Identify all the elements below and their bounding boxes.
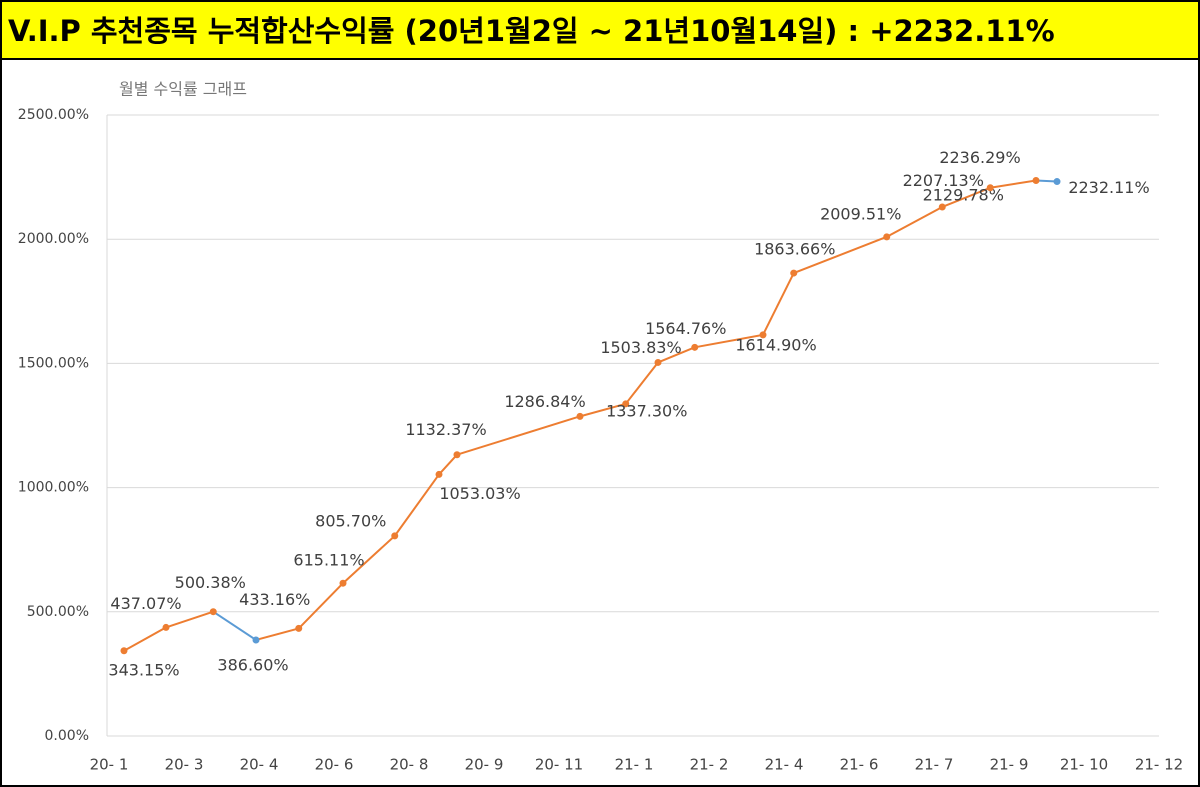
x-tick-label: 21- 9: [990, 756, 1029, 774]
data-label: 1286.84%: [504, 392, 585, 411]
data-point: [391, 532, 399, 540]
x-tick-label: 20- 1: [90, 756, 129, 774]
data-point: [295, 624, 303, 632]
x-tick-label: 20- 11: [535, 756, 583, 774]
line-segment: [990, 179, 1037, 189]
chart-title: 월별 수익률 그래프: [119, 80, 247, 99]
x-tick-label: 20- 6: [315, 756, 354, 774]
data-label: 1503.83%: [600, 338, 681, 357]
line-segment: [456, 415, 581, 456]
x-tick-label: 21- 4: [765, 756, 804, 774]
data-label: 1337.30%: [606, 401, 687, 420]
data-point: [209, 608, 217, 616]
data-label: 2009.51%: [820, 204, 901, 223]
data-point: [435, 470, 443, 478]
line-segment: [212, 610, 257, 641]
line-segment: [762, 272, 795, 336]
x-tick-label: 20- 8: [390, 756, 429, 774]
y-tick-label: 0.00%: [45, 728, 89, 744]
data-point: [120, 647, 128, 655]
data-point: [790, 269, 798, 277]
data-point: [654, 358, 662, 366]
line-segment: [123, 626, 167, 652]
line-segment: [694, 333, 764, 349]
data-label: 2232.11%: [1068, 178, 1149, 197]
line-segment: [342, 535, 396, 584]
chart: 월별 수익률 그래프 0.00% 500.00% 1000.00% 1500.00% 2…: [18, 80, 1183, 774]
data-point: [691, 343, 699, 351]
y-tick-label: 1500.00%: [18, 355, 89, 371]
data-label: 2129.78%: [923, 185, 1004, 204]
line-segment: [657, 346, 696, 364]
data-label: 1053.03%: [439, 484, 520, 503]
data-label: 1132.37%: [405, 420, 486, 439]
data-point: [576, 412, 584, 420]
data-point: [622, 400, 630, 408]
x-tick-label: 20- 4: [240, 756, 279, 774]
line-segment: [941, 186, 991, 208]
x-tick-label: 21- 2: [690, 756, 729, 774]
y-tick-label: 2500.00%: [18, 107, 89, 123]
line-segment: [438, 454, 458, 476]
x-tick-label: 21- 10: [1060, 756, 1108, 774]
y-tick-label: 1000.00%: [18, 480, 89, 496]
data-label: 433.16%: [239, 590, 310, 609]
data-point: [759, 331, 767, 339]
data-point: [162, 623, 170, 631]
line-segment: [886, 206, 943, 238]
data-label: 2207.13%: [903, 171, 984, 190]
data-point: [938, 203, 946, 211]
line-segment: [624, 361, 659, 405]
y-tick-label: 500.00%: [27, 604, 89, 620]
data-point: [252, 636, 260, 644]
x-tick-label: 20- 9: [465, 756, 504, 774]
x-tick-label: 21- 7: [915, 756, 954, 774]
y-tick-label: 2000.00%: [18, 231, 89, 247]
x-tick-label: 20- 3: [165, 756, 204, 774]
x-tick-label: 21- 12: [1135, 756, 1183, 774]
x-tick-label: 21- 1: [615, 756, 654, 774]
data-label: 1564.76%: [645, 319, 726, 338]
line-segment: [1035, 179, 1058, 183]
data-point: [883, 233, 891, 241]
header-title: V.I.P 추천종목 누적합산수익률 (20년1월2일 ~ 21년10월14일)…: [2, 2, 1198, 60]
data-point: [986, 184, 994, 192]
data-label: 437.07%: [110, 594, 181, 613]
data-label: 805.70%: [315, 511, 386, 530]
data-label: 1863.66%: [754, 240, 835, 259]
data-label: 386.60%: [217, 655, 288, 674]
x-tick-label: 21- 6: [840, 756, 879, 774]
line-segment: [579, 402, 627, 418]
line-segment: [298, 582, 344, 630]
line-segment: [793, 235, 888, 274]
data-label: 343.15%: [108, 660, 179, 679]
line-segment: [165, 610, 214, 629]
data-point: [1053, 178, 1061, 186]
data-label: 615.11%: [293, 551, 364, 570]
line-segment: [393, 473, 440, 537]
data-point: [1032, 177, 1040, 185]
data-label: 1614.90%: [735, 335, 816, 354]
line-segment: [255, 627, 300, 641]
data-label: 500.38%: [175, 573, 246, 592]
data-point: [339, 579, 347, 587]
data-point: [453, 451, 461, 459]
data-label: 2236.29%: [939, 148, 1020, 167]
